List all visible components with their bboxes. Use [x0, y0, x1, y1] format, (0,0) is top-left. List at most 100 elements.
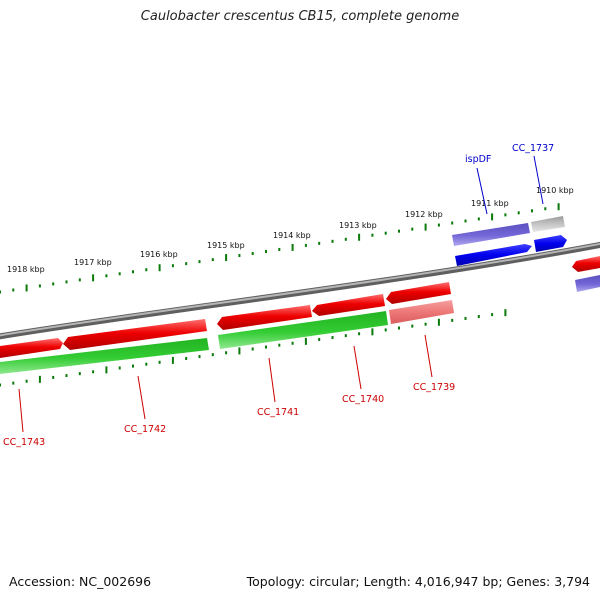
- ruler-minor-tick: [544, 207, 547, 211]
- ruler-minor-tick: [411, 227, 414, 231]
- ruler-minor-tick: [531, 209, 533, 213]
- ruler-minor-tick: [238, 254, 241, 258]
- ruler-minor-tick: [384, 231, 387, 235]
- ruler-minor-tick: [278, 343, 281, 347]
- gene-label-cc-1743: CC_1743: [3, 437, 45, 448]
- ruler-minor-tick: [145, 362, 148, 366]
- ruler-minor-tick: [344, 334, 347, 338]
- ruler-major-tick: [371, 328, 374, 336]
- gene-cc-1741: [217, 305, 312, 330]
- ruler-minor-tick: [105, 274, 108, 278]
- ruler-major-tick: [291, 243, 294, 251]
- ruler-major-tick: [504, 309, 507, 317]
- gene-label-cc-1739: CC_1739: [413, 382, 455, 393]
- ruler-minor-tick: [318, 241, 321, 245]
- ruler-minor-tick: [464, 316, 467, 320]
- ruler-minor-tick: [291, 341, 294, 345]
- ruler-minor-tick: [491, 313, 494, 317]
- ruler-minor-tick: [185, 262, 188, 266]
- ruler-minor-tick: [411, 324, 414, 328]
- kbp-label: 1913 kbp: [339, 221, 377, 230]
- ruler-major-tick: [158, 264, 161, 272]
- ruler-major-tick: [304, 337, 307, 345]
- ruler-major-tick: [358, 233, 361, 241]
- kbp-label: 1914 kbp: [273, 231, 311, 240]
- ruler-minor-tick: [437, 223, 440, 227]
- ruler-minor-tick: [371, 233, 374, 237]
- accession-text: Accession: NC_002696: [9, 574, 152, 589]
- ruler-major-tick: [38, 375, 41, 383]
- ruler-minor-tick: [358, 332, 361, 336]
- ruler-minor-tick: [225, 351, 228, 355]
- kbp-label: 1918 kbp: [7, 265, 45, 274]
- ruler-minor-tick: [384, 328, 387, 332]
- gene-cc-1737: [534, 235, 567, 252]
- ruler-minor-tick: [12, 288, 15, 292]
- ruler-minor-tick: [38, 284, 41, 288]
- ruler-minor-tick: [504, 213, 507, 217]
- ruler-minor-tick: [92, 370, 95, 374]
- gene-right-purple: [575, 275, 600, 292]
- ruler-minor-tick: [464, 219, 467, 223]
- ruler-minor-tick: [251, 347, 254, 351]
- ruler-minor-tick: [451, 221, 454, 225]
- gene-cc-1739-red: [386, 282, 451, 304]
- ruler-minor-tick: [0, 290, 1, 294]
- ruler-minor-tick: [318, 337, 321, 341]
- ruler-minor-tick: [398, 326, 400, 330]
- ruler-minor-tick: [424, 322, 427, 326]
- ruler-minor-tick: [145, 268, 148, 272]
- gene-right-red: [572, 256, 600, 272]
- ruler-minor-tick: [78, 278, 81, 282]
- upper-gene-track: [452, 216, 600, 292]
- ruler-major-tick: [25, 284, 28, 292]
- ruler-minor-tick: [278, 247, 281, 251]
- ruler-minor-tick: [118, 272, 121, 276]
- gene-cc-1742: [63, 319, 207, 350]
- gene-label-cc-1741: CC_1741: [257, 407, 299, 418]
- reverse-gene-track: [0, 300, 454, 374]
- kbp-labels: 1918 kbp 1917 kbp 1916 kbp 1915 kbp 1914…: [7, 186, 574, 274]
- ruler-major-tick: [491, 213, 494, 221]
- ruler-minor-tick: [265, 345, 267, 349]
- genome-backbone: [0, 241, 600, 340]
- topology-text: Topology: circular; Length: 4,016,947 bp…: [246, 574, 590, 589]
- ruler-major-tick: [225, 254, 228, 262]
- gene-pink: [389, 300, 454, 324]
- gene-ispdf: [455, 244, 532, 266]
- ruler-minor-tick: [304, 243, 307, 247]
- ruler-minor-tick: [477, 217, 480, 221]
- gene-green-right: [218, 311, 388, 349]
- gene-label-ispdf: ispDF: [465, 154, 491, 165]
- ruler-minor-tick: [65, 280, 68, 284]
- ruler-major-tick: [171, 356, 174, 364]
- ruler-minor-tick: [331, 336, 334, 340]
- ruler-minor-tick: [132, 364, 134, 368]
- ruler-minor-tick: [78, 372, 81, 376]
- kbp-label: 1915 kbp: [207, 241, 245, 250]
- gene-label-cc-1740: CC_1740: [342, 394, 384, 405]
- ruler-minor-tick: [52, 282, 55, 286]
- page-title: Caulobacter crescentus CB15, complete ge…: [140, 9, 460, 24]
- ruler-minor-tick: [198, 355, 201, 359]
- ruler-minor-tick: [344, 237, 347, 241]
- ruler-minor-tick: [477, 315, 480, 319]
- ruler-minor-tick: [12, 381, 15, 385]
- inner-ruler: [0, 309, 507, 387]
- gene-gray: [531, 216, 565, 232]
- outer-ruler: [0, 203, 560, 294]
- ruler-minor-tick: [517, 211, 520, 215]
- gene-label-cc-1737: CC_1737: [512, 143, 554, 154]
- kbp-label: 1910 kbp: [536, 186, 574, 195]
- ruler-major-tick: [105, 366, 108, 374]
- gene-labels: CC_1743 CC_1742 CC_1741 CC_1740 CC_1739 …: [3, 143, 554, 448]
- ruler-minor-tick: [132, 270, 134, 274]
- ruler-minor-tick: [265, 249, 267, 253]
- ruler-minor-tick: [52, 375, 55, 379]
- gene-cc-1743: [0, 338, 63, 358]
- ruler-major-tick: [238, 347, 241, 355]
- gene-cc-1740: [312, 294, 385, 316]
- forward-gene-track: [0, 282, 451, 358]
- label-leaders: [18, 155, 544, 433]
